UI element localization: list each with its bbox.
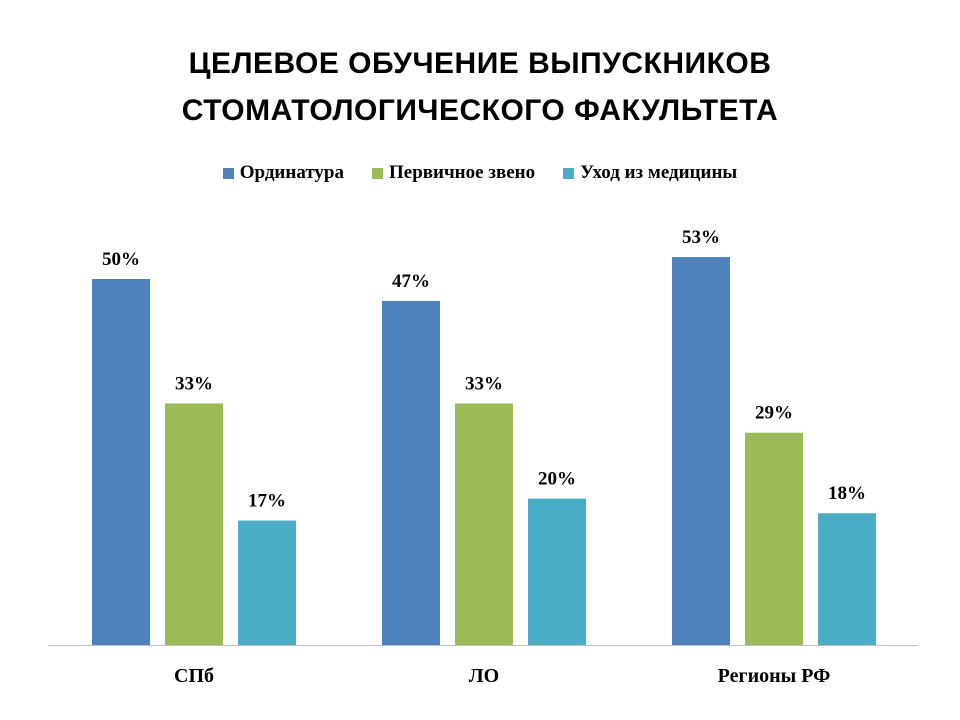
data-label-0-0: 50% [102,249,140,270]
bar-1-2 [745,432,803,645]
data-label-1-0: 33% [175,373,213,394]
data-label-2-2: 18% [828,483,866,504]
data-label-2-0: 17% [248,491,286,512]
data-label-2-1: 20% [538,469,576,490]
chart-legend: Ординатура Первичное звено Уход из медиц… [0,162,960,184]
category-label-1: ЛО [469,665,499,687]
legend-swatch-2 [563,167,575,179]
legend-label-2: Уход из медицины [580,162,738,183]
legend-item-2: Уход из медицины [563,162,737,184]
bar-2-2 [818,513,876,645]
legend-swatch-1 [371,167,383,179]
bar-0-0 [92,279,150,645]
bar-2-1 [528,498,586,645]
bar-2-0 [238,520,296,645]
chart-title-line1: ЦЕЛЕВОЕ ОБУЧЕНИЕ ВЫПУСКНИКОВ [188,47,772,80]
legend-swatch-0 [222,167,234,179]
data-label-0-1: 47% [392,271,430,292]
data-label-1-1: 33% [465,373,503,394]
bar-1-0 [165,403,223,645]
chart-title: ЦЕЛЕВОЕ ОБУЧЕНИЕ ВЫПУСКНИКОВ СТОМАТОЛОГИ… [0,40,960,134]
legend-item-1: Первичное звено [371,162,536,184]
data-label-0-2: 53% [682,227,720,248]
category-label-2: Регионы РФ [718,665,831,687]
legend-label-1: Первичное звено [388,162,536,183]
legend-label-0: Ординатура [239,162,344,183]
data-label-1-2: 29% [755,403,793,424]
bar-0-1 [382,300,440,645]
bar-0-2 [672,257,730,645]
category-label-0: СПб [174,665,214,687]
legend-item-0: Ординатура [222,162,344,184]
chart-title-line2: СТОМАТОЛОГИЧЕСКОГО ФАКУЛЬТЕТА [181,94,779,127]
bar-1-1 [455,403,513,645]
